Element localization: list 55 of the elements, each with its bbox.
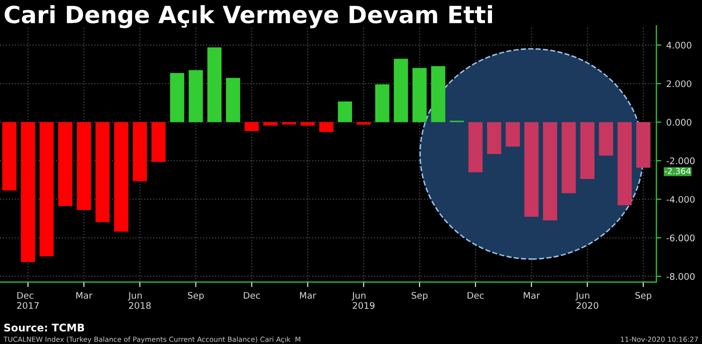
bar xyxy=(524,122,539,217)
bar xyxy=(618,122,632,206)
bar xyxy=(114,122,128,232)
x-tick-label: Mar xyxy=(300,292,316,299)
bar xyxy=(431,66,446,122)
bar xyxy=(598,122,614,156)
x-tick-label: Sep xyxy=(188,292,204,301)
text: -2.364 xyxy=(664,168,691,174)
x-tick-label: Dec 2017 xyxy=(17,292,39,309)
y-tick-label: -2.000 xyxy=(666,157,695,164)
x-tick-label: Sep xyxy=(412,292,428,301)
y-tick-label: -4.000 xyxy=(666,196,695,203)
bar xyxy=(394,58,408,122)
y-tick-label: 2.000 xyxy=(666,80,692,88)
bar xyxy=(580,122,594,179)
bar xyxy=(244,122,259,132)
x-tick-label: Mar xyxy=(76,292,92,299)
bar xyxy=(375,84,390,122)
bar xyxy=(412,68,427,122)
x-tick-label: Jun 2019 xyxy=(352,292,374,309)
bar xyxy=(338,102,352,122)
bar xyxy=(226,78,240,122)
x-tick-label: Dec xyxy=(244,292,260,299)
chart-title: Cari Denge Açık Vermeye Devam Etti xyxy=(4,5,492,28)
bar xyxy=(300,122,315,126)
y-tick-label: -8.000 xyxy=(666,273,695,280)
bar xyxy=(636,122,650,168)
bar xyxy=(76,122,91,210)
bar xyxy=(188,70,203,122)
bar xyxy=(468,122,483,172)
bar xyxy=(207,47,222,122)
y-tick-label: 4.000 xyxy=(666,42,692,49)
source-note: Source: TCMB xyxy=(4,324,84,332)
bar xyxy=(506,122,520,147)
y-tick-label: -6.000 xyxy=(666,234,695,242)
bar xyxy=(319,122,334,132)
bar xyxy=(562,122,576,194)
y-tick-label: 0.000 xyxy=(666,118,692,126)
bar xyxy=(40,122,54,256)
bar xyxy=(2,122,16,190)
x-tick-label: Jun 2018 xyxy=(128,292,151,309)
bar xyxy=(170,73,184,122)
bar xyxy=(58,122,72,206)
bar xyxy=(132,122,147,182)
bar xyxy=(151,122,166,162)
bar xyxy=(542,122,558,220)
x-tick-label: Jun 2020 xyxy=(575,292,598,309)
bar xyxy=(20,122,36,262)
bar xyxy=(263,122,278,126)
x-tick-label: Sep xyxy=(635,292,652,301)
x-tick-label: Mar xyxy=(524,292,540,299)
bar xyxy=(356,122,371,125)
x-tick-label: Dec xyxy=(468,292,484,299)
bar xyxy=(487,122,502,154)
bar xyxy=(95,122,110,222)
